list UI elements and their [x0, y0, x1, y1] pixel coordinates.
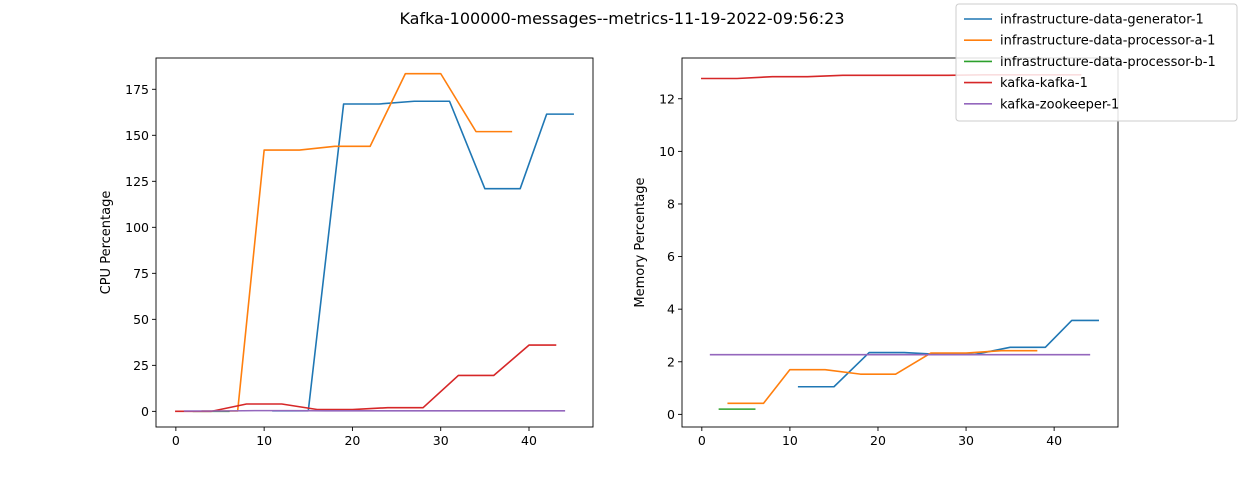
cpu-x-tick-label: 30	[433, 433, 449, 448]
memory-x-tick-label: 10	[782, 433, 798, 448]
cpu-y-tick-label: 75	[133, 266, 149, 281]
legend-entry-label: infrastructure-data-generator-1	[1000, 13, 1204, 28]
legend-box	[955, 3, 1238, 122]
memory-y-tick-label: 6	[667, 249, 675, 264]
cpu-y-tick-label: 125	[125, 174, 149, 189]
cpu-x-tick-label: 0	[172, 433, 180, 448]
cpu-x-tick-label: 20	[344, 433, 360, 448]
memory-y-tick-label: 12	[659, 91, 675, 106]
cpu-y-tick-label: 50	[133, 312, 149, 327]
memory-series-line-1	[727, 349, 1038, 405]
cpu-x-tick-label: 10	[256, 433, 272, 448]
memory-x-tick-label: 0	[698, 433, 706, 448]
memory-chart: 0 10 20 30 40 0 2 4 6 8 10 12 Memory Percentage	[633, 57, 1119, 448]
memory-x-tick-label: 40	[1046, 433, 1062, 448]
memory-x-tick-label: 30	[958, 433, 974, 448]
legend-entry-label: kafka-zookeeper-1	[1000, 97, 1119, 112]
memory-y-tick-label: 2	[667, 354, 675, 369]
legend: infrastructure-data-generator-1 infrastru…	[955, 3, 1238, 122]
memory-x-tick-label: 20	[870, 433, 886, 448]
cpu-series-line-3	[175, 344, 557, 413]
memory-y-tick-label: 10	[659, 144, 675, 159]
cpu-x-tick-label: 40	[521, 433, 537, 448]
cpu-series-line-1	[201, 72, 513, 412]
memory-y-axis-label: Memory Percentage	[633, 177, 648, 307]
cpu-y-tick-label: 100	[125, 220, 149, 235]
memory-y-tick-label: 4	[667, 302, 675, 317]
memory-y-tick-label: 0	[667, 407, 675, 422]
legend-entry-label: infrastructure-data-processor-a-1	[1000, 34, 1215, 49]
cpu-y-tick-label: 175	[125, 82, 149, 97]
cpu-series-line-0	[272, 100, 574, 412]
cpu-y-tick-label: 25	[133, 358, 149, 373]
cpu-chart: 0 10 20 30 40 0 25 50 75 100 125 150 175 CPU Percenta…	[99, 57, 594, 448]
legend-entry-label: kafka-kafka-1	[1000, 76, 1088, 91]
legend-entry-label: infrastructure-data-processor-b-1	[1000, 55, 1216, 70]
memory-axes-frame	[681, 57, 1119, 428]
cpu-y-axis-label: CPU Percentage	[99, 191, 114, 295]
chart-title: Kafka-100000-messages--metrics-11-19-202…	[399, 9, 844, 28]
cpu-axes-frame	[155, 57, 594, 428]
memory-y-tick-label: 8	[667, 196, 675, 211]
cpu-y-tick-label: 150	[125, 128, 149, 143]
cpu-y-tick-label: 0	[141, 404, 149, 419]
